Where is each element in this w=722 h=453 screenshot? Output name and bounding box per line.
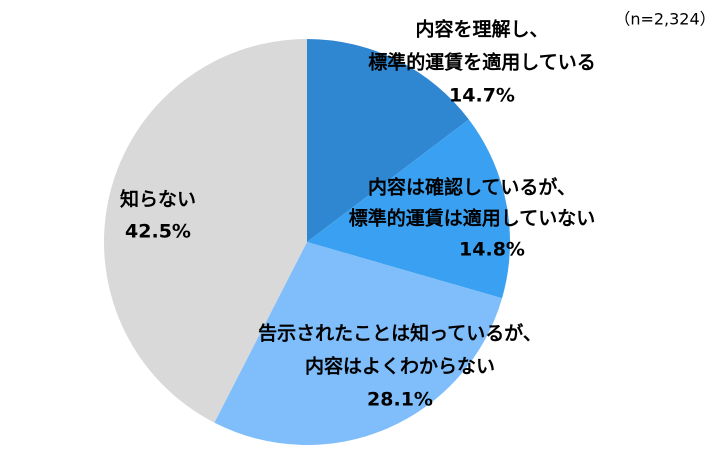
annotation: （n=2,324） — [614, 10, 715, 29]
slice-label: 内容はよくわからない — [305, 355, 495, 378]
slice-label: 内容は確認しているが、 — [368, 176, 576, 199]
slice-label: 知らない — [120, 188, 196, 211]
slice-label: 標準的運賃を適用している — [368, 51, 595, 74]
value-label: 42.5% — [125, 221, 191, 243]
pie-slice — [214, 242, 503, 445]
value-label: 28.1% — [367, 389, 433, 411]
slice-label: 内容を理解し、 — [415, 18, 548, 41]
value-label: 14.8% — [459, 239, 525, 261]
slice-label: 標準的運賃は適用していない — [349, 207, 595, 230]
pie-slice — [103, 39, 307, 423]
slice-label: 告示されたことは知っているが、 — [258, 322, 542, 345]
value-label: 14.7% — [449, 85, 515, 107]
pie-slice — [307, 39, 469, 242]
pie-slice — [307, 119, 510, 299]
